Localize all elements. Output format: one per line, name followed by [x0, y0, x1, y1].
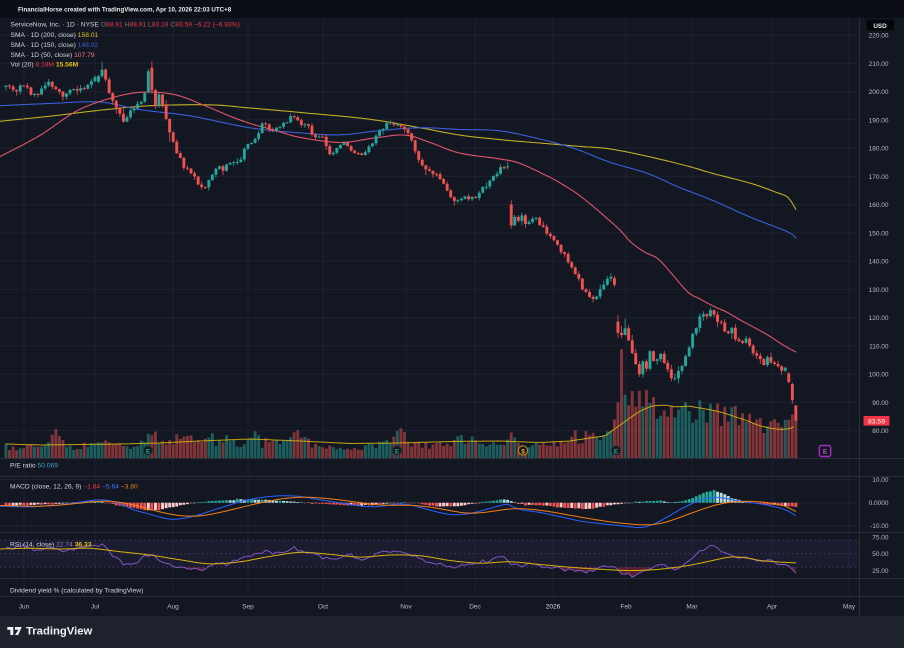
- svg-text:Jul: Jul: [91, 604, 100, 611]
- svg-text:83.59: 83.59: [868, 418, 885, 425]
- svg-text:10.00: 10.00: [872, 477, 889, 484]
- svg-text:SMA · 1D (150, close) 148.02: SMA · 1D (150, close) 148.02: [11, 42, 99, 49]
- svg-text:MACD (close, 12, 26, 9) −1.84: MACD (close, 12, 26, 9) −1.84 −5.64 −3.8…: [10, 483, 138, 490]
- svg-text:2026: 2026: [546, 604, 561, 611]
- svg-text:200.00: 200.00: [869, 89, 889, 96]
- svg-text:0.0000: 0.0000: [869, 500, 889, 507]
- svg-text:$: $: [521, 448, 525, 455]
- svg-text:180.00: 180.00: [869, 146, 889, 153]
- svg-text:50.00: 50.00: [872, 551, 889, 558]
- svg-text:RSI (14, close) 22.74 36.33: RSI (14, close) 22.74 36.33: [10, 541, 92, 548]
- svg-text:100.00: 100.00: [869, 372, 889, 379]
- svg-text:25.00: 25.00: [872, 568, 889, 575]
- svg-text:-10.00: -10.00: [870, 523, 889, 530]
- svg-text:150.00: 150.00: [869, 230, 889, 237]
- svg-text:80.00: 80.00: [872, 428, 889, 435]
- svg-text:Dividend yield % (calculated b: Dividend yield % (calculated by TradingV…: [10, 587, 143, 594]
- svg-text:TradingView: TradingView: [26, 626, 93, 638]
- svg-text:Mar: Mar: [686, 604, 698, 611]
- svg-text:130.00: 130.00: [869, 287, 889, 294]
- svg-text:FinancialHorse created with Tr: FinancialHorse created with TradingView.…: [18, 6, 232, 13]
- svg-text:75.00: 75.00: [872, 534, 889, 541]
- svg-text:Apr: Apr: [767, 604, 778, 611]
- svg-text:E: E: [823, 448, 828, 455]
- svg-text:Dec: Dec: [469, 604, 481, 611]
- svg-text:SMA · 1D (50, close) 107.79: SMA · 1D (50, close) 107.79: [11, 52, 95, 59]
- svg-text:160.00: 160.00: [869, 202, 889, 209]
- svg-text:190.00: 190.00: [869, 117, 889, 124]
- svg-text:USD: USD: [873, 23, 887, 30]
- svg-text:Aug: Aug: [167, 604, 179, 611]
- svg-text:E: E: [146, 448, 151, 455]
- svg-text:Oct: Oct: [318, 604, 328, 611]
- svg-text:ServiceNow, Inc. · 1D · NYSE O: ServiceNow, Inc. · 1D · NYSE O88.91 H88.…: [11, 21, 240, 28]
- svg-text:May: May: [843, 604, 856, 611]
- svg-text:90.00: 90.00: [872, 400, 889, 407]
- svg-text:220.00: 220.00: [869, 33, 889, 40]
- svg-text:E: E: [395, 448, 400, 455]
- svg-text:Jun: Jun: [19, 604, 30, 611]
- svg-text:110.00: 110.00: [869, 343, 889, 350]
- svg-text:Feb: Feb: [620, 604, 632, 611]
- svg-text:E: E: [614, 448, 619, 455]
- svg-text:Sep: Sep: [242, 604, 254, 611]
- svg-text:210.00: 210.00: [869, 61, 889, 68]
- svg-text:140.00: 140.00: [869, 259, 889, 266]
- svg-text:Nov: Nov: [400, 604, 412, 611]
- svg-text:Vol (20) 8.18M 15.56M: Vol (20) 8.18M 15.56M: [11, 62, 79, 69]
- svg-text:170.00: 170.00: [869, 174, 889, 181]
- svg-text:120.00: 120.00: [869, 315, 889, 322]
- svg-text:SMA · 1D (200, close) 158.01: SMA · 1D (200, close) 158.01: [11, 32, 99, 39]
- svg-text:P/E ratio 50.069: P/E ratio 50.069: [10, 462, 58, 469]
